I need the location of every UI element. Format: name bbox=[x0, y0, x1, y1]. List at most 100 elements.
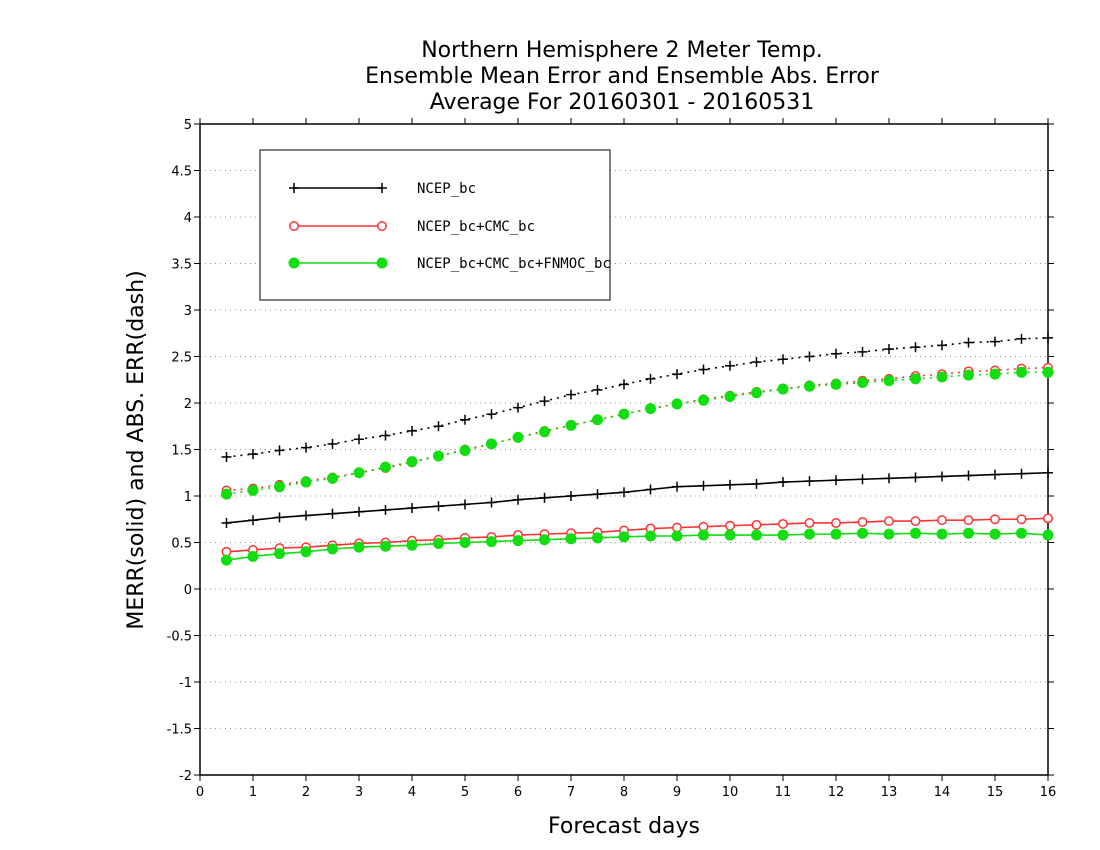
legend-marker-left bbox=[288, 257, 300, 269]
merr-point bbox=[830, 528, 842, 540]
abs-err-point bbox=[804, 380, 815, 392]
x-tick-label: 14 bbox=[934, 785, 951, 800]
x-tick-label: 10 bbox=[722, 785, 739, 800]
abs-err-point bbox=[221, 488, 232, 500]
abs-err-point bbox=[857, 377, 868, 389]
merr-point bbox=[407, 503, 417, 514]
legend-item-2: NCEP_bc+CMC_bc+FNMOC_bc bbox=[288, 256, 611, 272]
abs-err-point bbox=[513, 402, 523, 413]
legend-item-0: NCEP_bc bbox=[289, 181, 476, 197]
legend: NCEP_bc NCEP_bc+CMC_bc NCEP_bc+CMC_bc+FNMO… bbox=[259, 149, 611, 301]
x-tick-label: 15 bbox=[987, 785, 1004, 800]
merr-point bbox=[566, 491, 576, 501]
y-tick-label: 2.5 bbox=[171, 351, 192, 366]
x-tick-label: 8 bbox=[620, 785, 628, 800]
merr-point bbox=[671, 530, 683, 542]
merr-point bbox=[645, 530, 656, 542]
merr-point bbox=[857, 517, 868, 527]
abs-err-point bbox=[910, 373, 921, 385]
abs-err-line-1 bbox=[226, 366, 1049, 492]
merr-point bbox=[884, 473, 894, 484]
y-tick-label: -0.5 bbox=[167, 630, 192, 645]
abs-err-point bbox=[698, 394, 709, 406]
x-tick-label: 0 bbox=[196, 785, 204, 800]
abs-err-line-0 bbox=[226, 337, 1049, 458]
series-1 bbox=[221, 362, 1053, 557]
abs-err-point bbox=[512, 431, 524, 443]
x-tick-label: 1 bbox=[249, 785, 257, 800]
abs-err-point bbox=[884, 344, 894, 355]
merr-point bbox=[618, 531, 630, 543]
x-tick-label: 12 bbox=[828, 785, 845, 800]
legend-marker-right bbox=[377, 183, 387, 193]
abs-err-point bbox=[619, 379, 629, 390]
merr-point bbox=[380, 504, 391, 515]
y-tick-label: -1 bbox=[179, 676, 192, 691]
title-line-3: Average For 20160301 - 20160531 bbox=[430, 90, 815, 115]
merr-point bbox=[592, 489, 603, 500]
abs-err-point bbox=[353, 467, 365, 479]
merr-point bbox=[990, 469, 1000, 480]
x-tick-label: 16 bbox=[1040, 785, 1057, 800]
merr-point bbox=[1043, 513, 1053, 524]
y-tick-label: 5 bbox=[184, 118, 192, 133]
series-group bbox=[221, 332, 1054, 566]
merr-point bbox=[910, 527, 921, 539]
merr-point bbox=[804, 528, 815, 540]
merr-point bbox=[857, 527, 868, 539]
merr-point bbox=[486, 497, 497, 508]
abs-err-point bbox=[645, 373, 656, 384]
abs-err-point bbox=[433, 421, 444, 432]
abs-err-point bbox=[300, 476, 312, 488]
abs-err-point bbox=[1016, 366, 1027, 378]
x-axis: 0 1 2 3 4 5 6 7 8 9 10 11 12 13 14 15 16 bbox=[196, 118, 1056, 800]
x-tick-label: 3 bbox=[355, 785, 363, 800]
abs-err-point bbox=[486, 438, 497, 450]
x-tick-label: 13 bbox=[881, 785, 898, 800]
merr-point bbox=[539, 492, 550, 503]
abs-err-point bbox=[857, 346, 868, 357]
merr-point bbox=[1043, 467, 1053, 478]
abs-err-point bbox=[777, 383, 789, 395]
merr-point bbox=[937, 515, 947, 526]
merr-point bbox=[353, 541, 365, 553]
legend-label-2: NCEP_bc+CMC_bc+FNMOC_bc bbox=[417, 256, 611, 272]
y-tick-label: 3.5 bbox=[171, 258, 192, 273]
x-axis-label: Forecast days bbox=[548, 814, 700, 839]
abs-err-point bbox=[937, 340, 947, 351]
merr-point bbox=[274, 548, 285, 560]
merr-point bbox=[433, 501, 444, 512]
merr-point bbox=[831, 475, 841, 486]
merr-point bbox=[354, 506, 364, 517]
merr-point bbox=[963, 527, 974, 539]
merr-point bbox=[937, 471, 947, 482]
merr-point bbox=[248, 515, 258, 526]
abs-err-point bbox=[698, 364, 709, 375]
merr-point bbox=[221, 554, 232, 566]
abs-err-point bbox=[671, 398, 683, 410]
merr-point bbox=[724, 529, 736, 541]
abs-err-point bbox=[831, 348, 841, 359]
x-tick-label: 4 bbox=[408, 785, 416, 800]
abs-err-point bbox=[990, 336, 1000, 347]
merr-point bbox=[1016, 527, 1027, 539]
x-tick-label: 5 bbox=[461, 785, 469, 800]
merr-point bbox=[486, 536, 497, 548]
merr-point bbox=[513, 494, 523, 505]
merr-point bbox=[433, 537, 444, 549]
legend-label-0: NCEP_bc bbox=[417, 181, 476, 197]
merr-point bbox=[698, 529, 709, 541]
abs-err-point bbox=[804, 351, 815, 362]
abs-err-point bbox=[406, 456, 418, 468]
merr-point bbox=[300, 546, 312, 558]
merr-point bbox=[1016, 514, 1027, 525]
abs-err-point bbox=[407, 425, 417, 436]
abs-err-point bbox=[963, 337, 974, 348]
x-tick-label: 6 bbox=[514, 785, 522, 800]
merr-point bbox=[645, 484, 656, 495]
merr-point bbox=[963, 515, 974, 526]
abs-err-point bbox=[301, 442, 311, 453]
abs-err-point bbox=[221, 451, 232, 462]
abs-err-point bbox=[459, 444, 471, 456]
series-0 bbox=[221, 332, 1053, 528]
